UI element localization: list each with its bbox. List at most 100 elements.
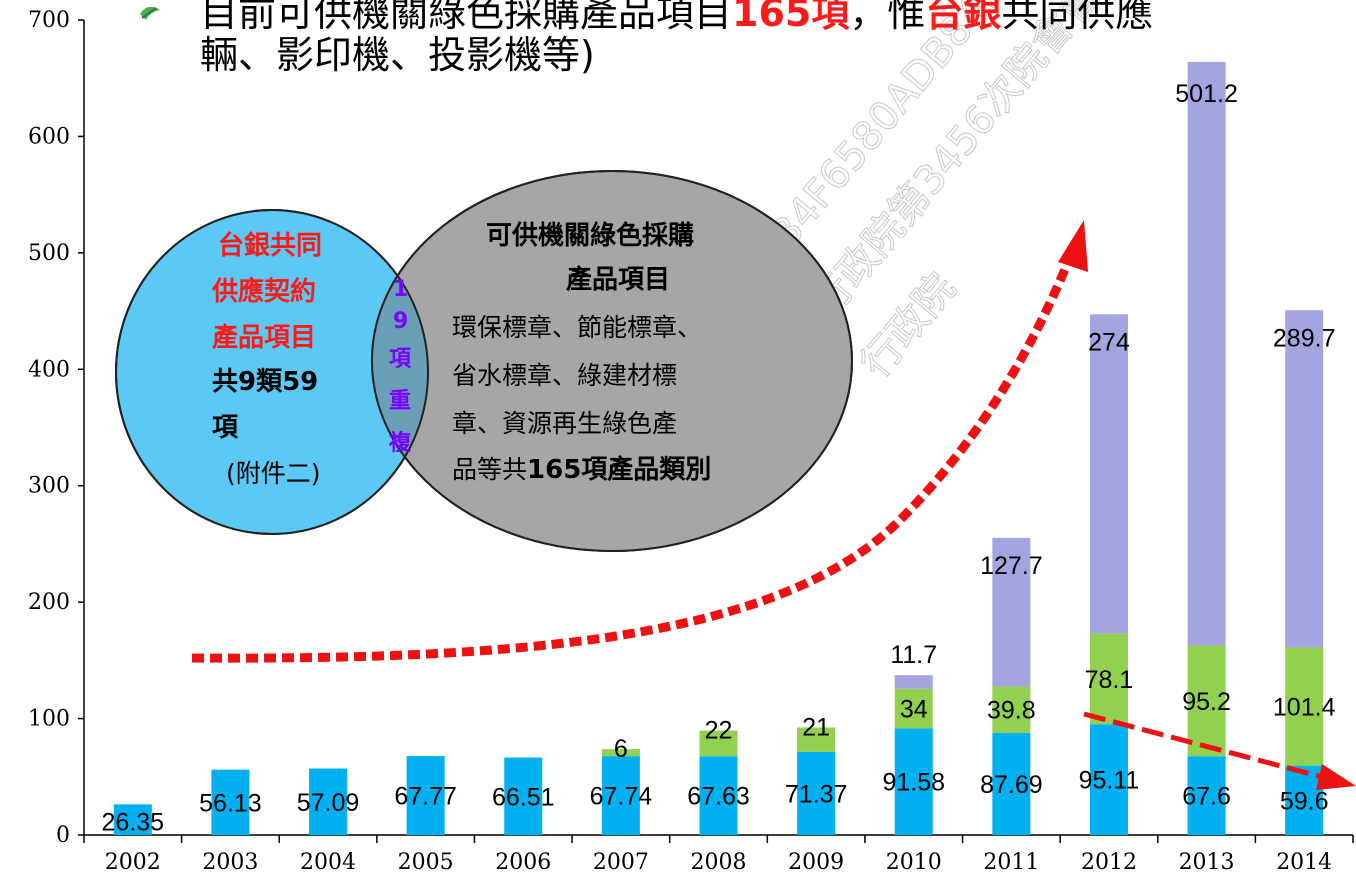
bar-series-3-2014 bbox=[1285, 310, 1324, 648]
x-tick-label: 2002 bbox=[105, 850, 161, 875]
data-label-series-3-2012: 274 bbox=[1088, 328, 1130, 356]
data-label-series-3-2011: 127.7 bbox=[980, 552, 1043, 580]
data-label-series-2-2012: 78.1 bbox=[1085, 666, 1134, 694]
data-label-series-1-2006: 66.51 bbox=[492, 783, 555, 811]
venn-right-body-1: 環保標章、節能標章、 bbox=[452, 313, 702, 342]
bar-series-1-2012 bbox=[1089, 724, 1128, 835]
bar-series-2-2007 bbox=[601, 749, 640, 757]
data-label-series-3-2013: 501.2 bbox=[1175, 80, 1238, 108]
bar-series-2-2010 bbox=[894, 688, 933, 729]
y-tick-label: 100 bbox=[28, 707, 70, 732]
data-label-series-1-2012: 95.11 bbox=[1079, 767, 1140, 795]
data-label-series-2-2008: 22 bbox=[705, 717, 733, 745]
x-tick-label: 2006 bbox=[495, 850, 551, 875]
y-tick-label: 600 bbox=[28, 124, 70, 149]
bar-series-3-2013 bbox=[1187, 61, 1226, 646]
data-label-series-1-2014: 59.6 bbox=[1280, 787, 1329, 815]
venn-left-bold-line-2: 項 bbox=[212, 413, 239, 443]
bar-series-1-2004 bbox=[309, 768, 348, 835]
x-tick-label: 2012 bbox=[1081, 850, 1137, 875]
data-label-series-2-2014: 101.4 bbox=[1273, 694, 1336, 722]
headline-line1-a: 目前可供機關綠色採購產品項目 bbox=[200, 0, 732, 35]
data-label-series-1-2002: 26.35 bbox=[102, 808, 165, 836]
venn-left-red-line-2: 供應契約 bbox=[211, 276, 316, 307]
bar-series-2-2013 bbox=[1187, 645, 1226, 757]
y-tick-label: 700 bbox=[28, 8, 70, 33]
data-label-series-2-2007: 6 bbox=[614, 735, 628, 763]
headline-highlight-165: 165項 bbox=[732, 0, 850, 35]
data-label-series-2-2009: 21 bbox=[802, 713, 830, 741]
headline-highlight-taiwan-bank: 台銀 bbox=[925, 0, 1001, 35]
bar-series-1-2013 bbox=[1187, 756, 1226, 835]
venn-right-body-3: 章、資源再生綠色產 bbox=[452, 409, 677, 438]
y-tick-label: 500 bbox=[28, 241, 70, 266]
venn-left-bold-line-1: 共9類59 bbox=[212, 367, 318, 397]
bar-series-1-2005 bbox=[406, 756, 445, 835]
bar-series-3-2011 bbox=[992, 537, 1031, 687]
y-axis-ticks: 0 100 200 300 400 500 600 700 bbox=[28, 8, 84, 848]
x-tick-label: 2003 bbox=[202, 850, 258, 875]
data-labels: 26.35 56.13 57.09 67.77 66.51 67.74 6 67.63 22 71… bbox=[102, 80, 1336, 836]
bar-series-2-2009 bbox=[797, 727, 836, 752]
bar-series-1-2009 bbox=[797, 751, 836, 835]
data-label-series-1-2005: 67.77 bbox=[394, 783, 457, 811]
y-tick-label: 0 bbox=[56, 823, 70, 848]
data-label-series-1-2003: 56.13 bbox=[199, 789, 262, 817]
bar-series-1-2010 bbox=[894, 728, 933, 835]
svg-text:目前可供機關綠色採購產品項目165項，惟台銀共同供應: 目前可供機關綠色採購產品項目165項，惟台銀共同供應 bbox=[200, 0, 1153, 35]
headline: 目前可供機關綠色採購產品項目165項，惟台銀共同供應 輛、影印機、投影機等) bbox=[140, 0, 1153, 77]
x-tick-label: 2010 bbox=[886, 850, 942, 875]
data-label-series-1-2010: 91.58 bbox=[882, 769, 945, 797]
venn-right-last-normal: 品等共 bbox=[452, 455, 527, 484]
headline-line2: 輛、影印機、投影機等) bbox=[200, 33, 595, 77]
bar-series-3-2012 bbox=[1089, 314, 1128, 634]
x-tick-label: 2005 bbox=[398, 850, 454, 875]
bar-series bbox=[113, 61, 1324, 835]
venn-right-title-2: 產品項目 bbox=[566, 264, 670, 295]
bar-series-2-2012 bbox=[1089, 633, 1128, 725]
venn-right-body-2: 省水標章、綠建材標 bbox=[452, 361, 677, 390]
trend-arrow-down bbox=[1083, 711, 1356, 790]
bar-series-1-2008 bbox=[699, 756, 738, 835]
trend-arrow-up bbox=[191, 220, 1088, 663]
x-tick-label: 2009 bbox=[788, 850, 844, 875]
data-label-series-2-2011: 39.8 bbox=[987, 697, 1036, 725]
bar-series-3-2010 bbox=[894, 675, 933, 689]
data-label-series-1-2008: 67.63 bbox=[687, 783, 750, 811]
venn-left-note: (附件二) bbox=[226, 459, 321, 488]
headline-line1-b: ，惟 bbox=[849, 0, 925, 35]
bar-series-1-2007 bbox=[601, 756, 640, 835]
x-tick-label: 2013 bbox=[1179, 850, 1235, 875]
venn-overlap-char-2: 9 bbox=[393, 309, 408, 334]
data-label-series-1-2007: 67.74 bbox=[590, 783, 653, 811]
data-label-series-1-2011: 87.69 bbox=[980, 771, 1043, 799]
venn-overlap-char-3: 項 bbox=[389, 347, 412, 372]
venn-overlap-char-5: 複 bbox=[389, 430, 412, 456]
venn-left-red-line-3: 產品項目 bbox=[212, 322, 316, 353]
venn-right-title-1: 可供機關綠色採購 bbox=[486, 220, 694, 251]
bar-series-1-2006 bbox=[504, 757, 543, 835]
svg-text:品等共165項產品類別: 品等共165項產品類別 bbox=[452, 454, 711, 485]
data-label-series-3-2010: 11.7 bbox=[890, 641, 937, 669]
y-tick-label: 400 bbox=[28, 357, 70, 382]
data-label-series-3-2014: 289.7 bbox=[1273, 324, 1336, 352]
venn-right-last-bold: 165項產品類別 bbox=[527, 454, 711, 485]
x-tick-label: 2008 bbox=[691, 850, 747, 875]
venn-left-red-line-1: 台銀共同 bbox=[218, 230, 322, 261]
data-label-series-1-2004: 57.09 bbox=[297, 789, 360, 817]
x-axis-ticks: 2002 2003 2004 2005 2006 2007 2008 2009 2010 2011… bbox=[83, 835, 1354, 875]
x-tick-label: 2004 bbox=[300, 850, 356, 875]
y-tick-label: 200 bbox=[28, 590, 70, 615]
x-tick-label: 2011 bbox=[983, 850, 1039, 875]
venn-overlap-char-4: 重 bbox=[389, 389, 411, 414]
bar-series-2-2014 bbox=[1285, 647, 1324, 766]
data-label-series-2-2010: 34 bbox=[900, 696, 928, 724]
bar-series-2-2011 bbox=[992, 686, 1031, 733]
bar-series-1-2011 bbox=[992, 732, 1031, 835]
venn-overlap-char-1: 1 bbox=[393, 277, 408, 302]
headline-line1-c: 共同供應 bbox=[1001, 0, 1153, 35]
x-tick-label: 2007 bbox=[593, 850, 649, 875]
bar-series-2-2008 bbox=[699, 730, 738, 757]
venn-diagram: 台銀共同 供應契約 產品項目 共9類59 項 (附件二) 1 9 項 重 複 可… bbox=[115, 170, 853, 552]
